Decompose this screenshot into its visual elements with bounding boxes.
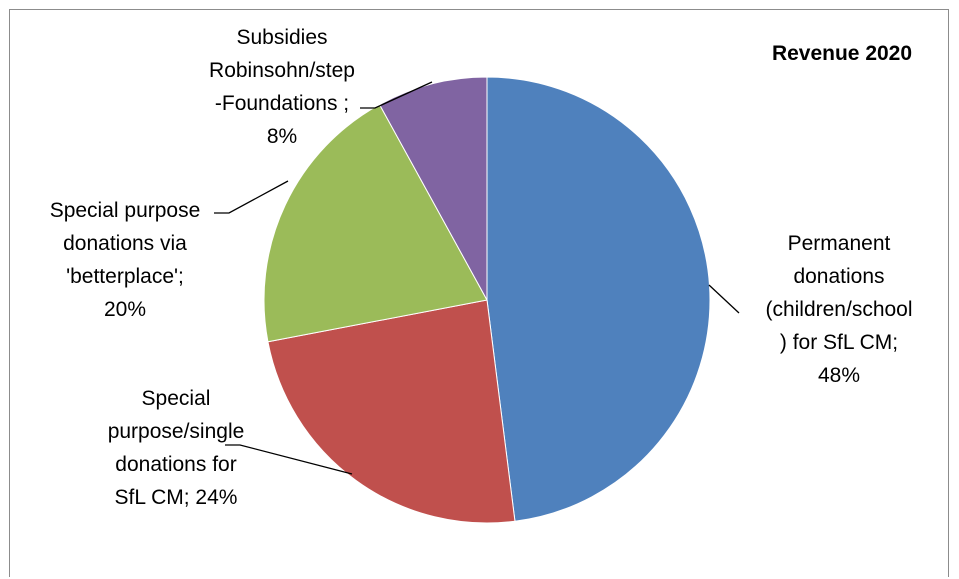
slice-label-3: Subsidies Robinsohn/step -Foundations ; 8% bbox=[209, 26, 355, 148]
slice-label-line: (children/school bbox=[765, 298, 912, 321]
slice-label-line: -Foundations ; bbox=[215, 92, 349, 115]
slice-label-0: Permanent donations (children/school ) for … bbox=[765, 232, 912, 387]
slice-label-line: donations via bbox=[63, 232, 187, 255]
slice-label-1: Special purpose/single donations for SfL CM… bbox=[108, 387, 245, 509]
leader-line-0 bbox=[708, 284, 740, 314]
slice-label-line: 20% bbox=[104, 298, 146, 321]
slice-label-line: Special purpose bbox=[50, 199, 201, 222]
slice-label-line: 'betterplace'; bbox=[66, 265, 184, 288]
slice-label-line: 48% bbox=[818, 364, 860, 387]
leader-lines bbox=[214, 81, 740, 475]
chart-frame bbox=[9, 9, 949, 577]
leader-line-1 bbox=[225, 444, 353, 475]
slice-label-line: purpose/single bbox=[108, 420, 245, 443]
leader-line-3 bbox=[360, 81, 433, 109]
slice-label-line: Permanent bbox=[788, 232, 891, 255]
pie-slice-3 bbox=[378, 76, 488, 301]
slice-label-line: SfL CM; 24% bbox=[115, 486, 238, 509]
slice-label-2: Special purpose donations via 'betterplace… bbox=[50, 199, 201, 321]
pie-slices bbox=[263, 76, 711, 524]
pie-slice-0 bbox=[486, 76, 711, 522]
slice-labels: Permanent donations (children/school ) for … bbox=[50, 26, 913, 509]
slice-label-line: Robinsohn/step bbox=[209, 59, 355, 82]
slice-label-line: donations for bbox=[115, 453, 236, 476]
slice-label-line: Special bbox=[142, 387, 211, 410]
slice-label-line: Subsidies bbox=[236, 26, 327, 49]
chart-title: Revenue 2020 bbox=[772, 42, 912, 65]
leader-line-2 bbox=[214, 180, 289, 214]
pie-slice-2 bbox=[263, 103, 488, 343]
pie-slice-1 bbox=[267, 299, 516, 524]
slice-label-line: ) for SfL CM; bbox=[780, 331, 898, 354]
slice-label-line: donations bbox=[793, 265, 884, 288]
slice-label-line: 8% bbox=[267, 125, 297, 148]
